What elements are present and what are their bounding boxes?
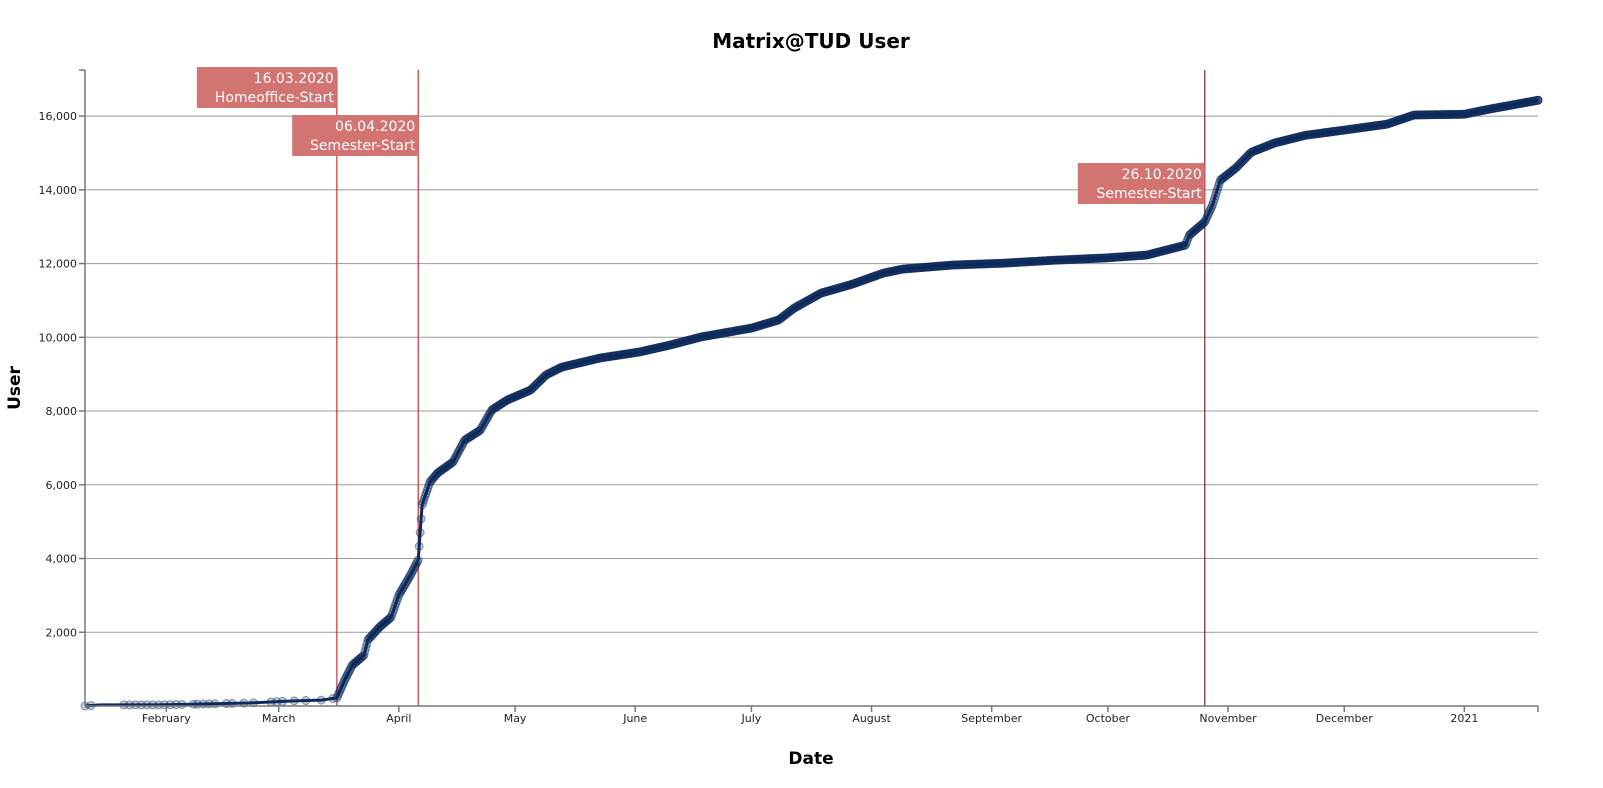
data-point (416, 529, 424, 537)
y-tick-label: 16,000 (39, 110, 78, 123)
x-tick-label: August (852, 712, 891, 725)
data-point (178, 700, 186, 708)
data-point (279, 697, 287, 705)
y-axis-title: User (5, 365, 25, 409)
data-point (1534, 96, 1542, 104)
x-tick-label: February (142, 712, 191, 725)
series-line (85, 100, 1538, 706)
x-tick-label: June (622, 712, 647, 725)
user-growth-chart: Matrix@TUD User Date User 2,000 4,000 6,00… (0, 0, 1603, 788)
y-tick-label: 6,000 (46, 479, 78, 492)
annotation-date: 06.04.2020 (335, 119, 415, 135)
annotation-label: Semester-Start (310, 138, 416, 154)
data-point (415, 542, 423, 550)
x-axis-title: Date (788, 749, 833, 769)
x-tick-label: November (1199, 712, 1257, 725)
x-tick-label: March (262, 712, 296, 725)
y-tick-label: 8,000 (46, 405, 78, 418)
annotation-label: Semester-Start (1097, 186, 1203, 202)
x-tick-label: December (1316, 712, 1374, 725)
data-point (414, 556, 422, 564)
x-tick-label: 2021 (1450, 712, 1478, 725)
x-tick-label: April (386, 712, 411, 725)
annotation-date: 16.03.2020 (254, 71, 334, 87)
y-tick-label: 10,000 (39, 331, 78, 344)
y-tick-label: 12,000 (39, 258, 78, 271)
x-tick-label: July (741, 712, 762, 725)
annotation-label: Homeoffice-Start (215, 90, 335, 106)
data-point (317, 696, 325, 704)
data-point (417, 515, 425, 523)
y-tick-label: 14,000 (39, 184, 78, 197)
x-tick-label: October (1086, 712, 1130, 725)
data-point (302, 697, 310, 705)
x-tick-label: September (961, 712, 1022, 725)
y-tick-label: 2,000 (46, 626, 78, 639)
annotation-date: 26.10.2020 (1122, 167, 1202, 183)
chart-title: Matrix@TUD User (712, 29, 910, 53)
x-tick-label: May (504, 712, 527, 725)
y-tick-label: 4,000 (46, 553, 78, 566)
data-point (290, 697, 298, 705)
